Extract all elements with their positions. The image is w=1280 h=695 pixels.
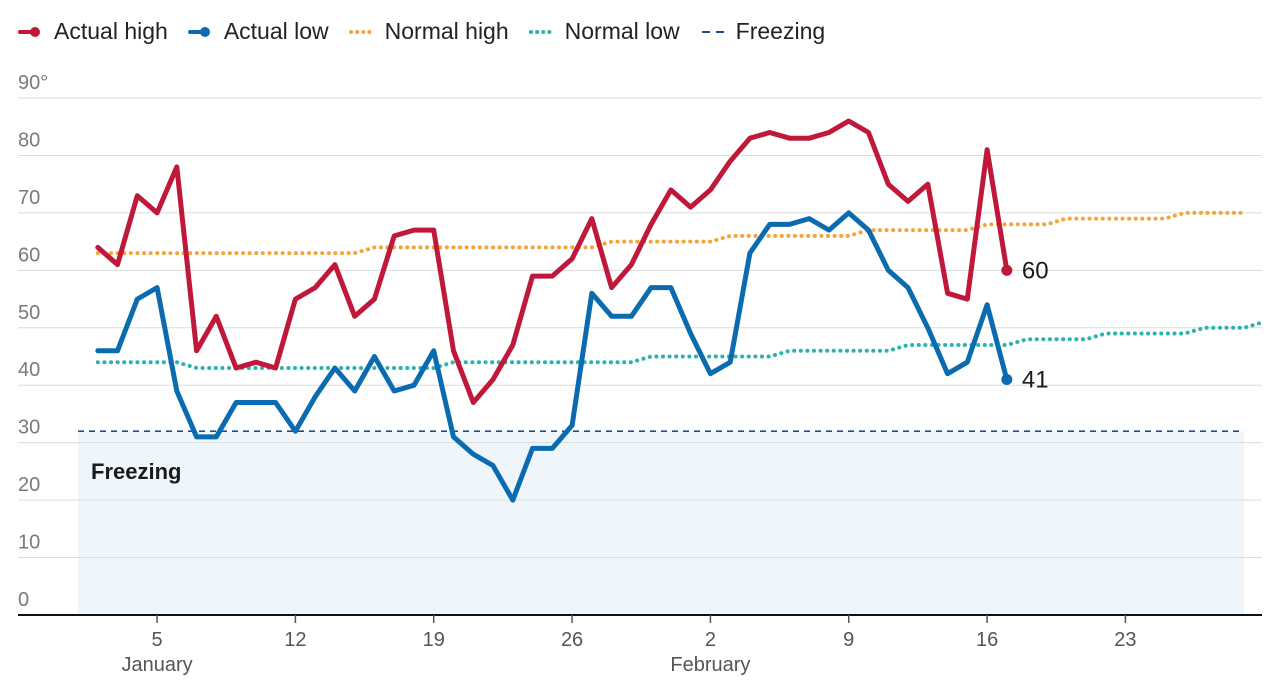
month-label-february: February [670,654,750,676]
y-tick-label-60: 60 [18,244,40,266]
legend-label-actual-low: Actual low [223,18,329,44]
legend-item-normal-low: Normal low [528,18,680,45]
x-tick-label-12: 12 [284,629,306,651]
month-label-january: January [121,654,192,676]
freezing-band-layer [78,431,1244,615]
freezing-label: Freezing [91,459,181,484]
series-line-normal-low [95,320,1266,370]
legend-swatch-normal-low [528,29,555,34]
series-end-dot-actual-high [1001,264,1013,276]
legend-swatch-actual-low [187,26,210,37]
y-tick-label-20: 20 [18,474,40,496]
y-tick-label-80: 80 [18,129,40,151]
series-line-actual-high [95,118,1010,405]
series-line-normal-high [95,210,1246,256]
legend-swatch-normal-high [348,29,375,34]
legend-swatch-actual-high [18,26,40,37]
x-tick-label-9: 9 [843,629,854,651]
y-tick-label-30: 30 [18,417,40,439]
y-tick-label-50: 50 [18,302,40,324]
legend-swatch-freezing [701,30,724,33]
x-tick-label-26: 26 [561,629,583,651]
x-tick-label-23: 23 [1114,629,1136,651]
y-tick-label-40: 40 [18,359,40,381]
legend-label-actual-high: Actual high [54,18,168,44]
legend-item-actual-low: Actual low [187,18,329,45]
x-tick-label-2: 2 [705,629,716,651]
series-end-label-actual-high: 60 [1022,257,1049,284]
legend-item-actual-high: Actual high [18,18,168,45]
grid-layer: 0 10 20 30 40 50 60 70 80 90° 5 12 19 26 2 9 16 23 January… [18,72,1262,676]
series-end-dot-actual-low [1001,373,1013,385]
legend-label-normal-low: Normal low [564,18,680,44]
legend-item-freezing: Freezing [700,18,825,45]
x-tick-label-16: 16 [976,629,998,651]
series-layer [95,118,1266,503]
legend-label-normal-high: Normal high [384,18,509,44]
y-tick-label-0: 0 [18,589,29,611]
label-layer: 41 60 [1022,257,1049,393]
legend-label-freezing: Freezing [735,18,826,44]
x-tick-label-5: 5 [151,629,162,651]
legend-item-normal-high: Normal high [348,18,509,45]
x-tick-label-19: 19 [423,629,445,651]
y-tick-label-70: 70 [18,187,40,209]
y-tick-label-10: 10 [18,532,40,554]
y-tick-label-90: 90° [18,72,48,94]
freezing-band [78,431,1244,615]
freezing-line-layer: Freezing [78,430,1244,484]
series-line-actual-low [95,210,1010,503]
legend: Actual high Actual low Normal high Norma… [18,18,845,45]
series-end-label-actual-low: 41 [1022,366,1049,393]
